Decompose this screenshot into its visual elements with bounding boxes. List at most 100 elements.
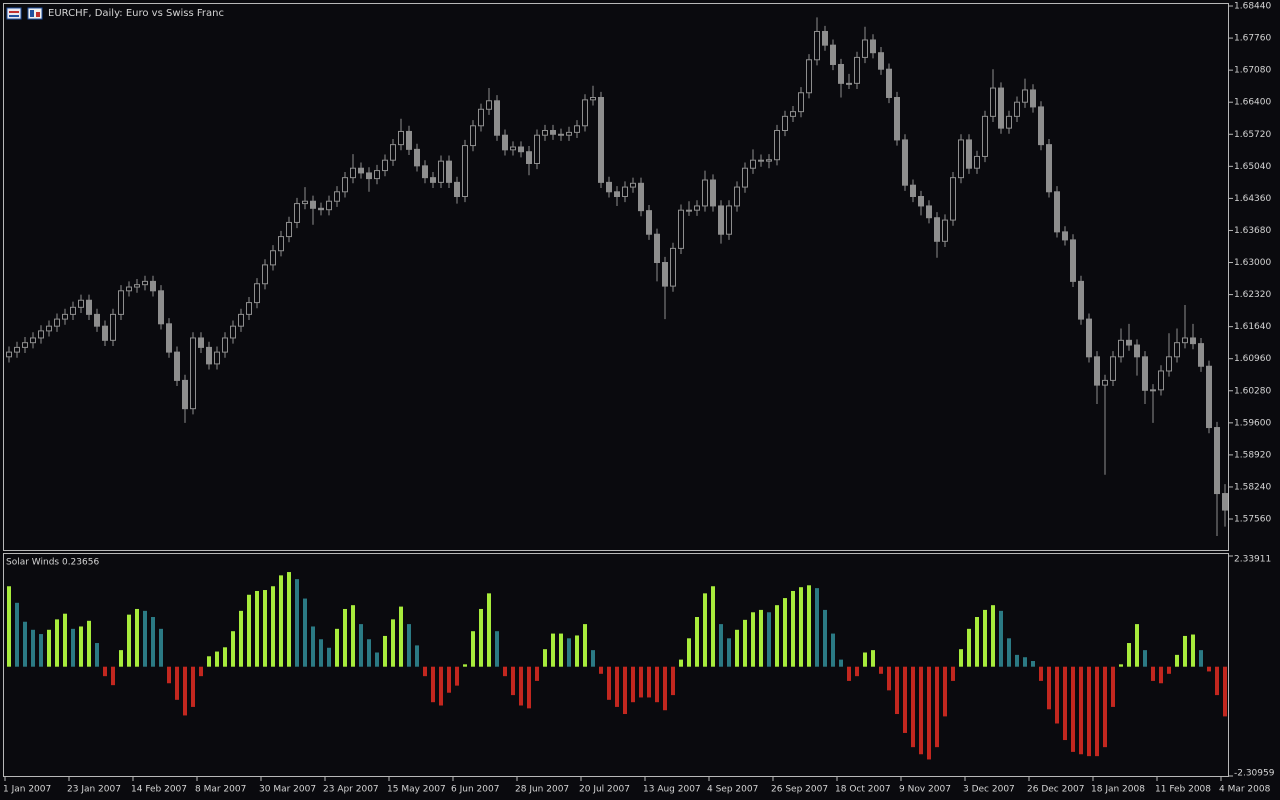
histogram-bar (1111, 666, 1115, 707)
candle-body (1190, 337, 1196, 345)
histogram-bar (471, 631, 475, 667)
candle-body (350, 167, 356, 179)
histogram-bar (703, 593, 707, 667)
candle-body (702, 179, 708, 207)
candle-body (950, 177, 956, 221)
candle-body (1046, 144, 1052, 193)
histogram-bar (231, 631, 235, 667)
candle-body (1214, 427, 1220, 495)
candle-body (894, 96, 900, 141)
histogram-bar (943, 666, 947, 717)
candle-body (438, 160, 444, 183)
histogram-bar (719, 624, 723, 667)
candle-body (110, 313, 116, 341)
y-tick-label: 1.58240 (1234, 482, 1271, 492)
histogram-bar (263, 590, 267, 667)
candle-body (878, 52, 884, 70)
histogram-bar (1015, 654, 1019, 667)
candle-body (542, 129, 548, 136)
histogram-bar (151, 617, 155, 667)
candle-body (38, 330, 44, 339)
candle-body (958, 139, 964, 179)
histogram-bar (951, 666, 955, 681)
window-icons (6, 7, 43, 20)
candle-body (1062, 231, 1068, 241)
indicator-title: Solar Winds 0.23656 (6, 558, 99, 568)
candle-body (398, 130, 404, 146)
candle-body (934, 217, 940, 242)
x-tick-label: 18 Oct 2007 (835, 785, 891, 795)
candle-body (262, 264, 268, 285)
x-tick-label: 20 Jul 2007 (579, 785, 630, 795)
candle-body (342, 177, 348, 193)
histogram-bar (567, 638, 571, 667)
candle-body (510, 146, 516, 151)
candle-body (486, 100, 492, 110)
candle-body (1126, 339, 1132, 346)
histogram-bar (183, 666, 187, 716)
histogram-bar (959, 649, 963, 667)
candle-body (1102, 379, 1108, 386)
histogram-bar (839, 659, 843, 667)
candle-body (862, 39, 868, 58)
histogram-bar (887, 666, 891, 691)
candle-body (54, 318, 60, 327)
candle-body (246, 302, 252, 315)
candle-body (662, 262, 668, 287)
candle-body (1142, 356, 1148, 391)
candle-body (830, 44, 836, 65)
histogram-bar (1047, 666, 1051, 710)
y-tick-label: 1.68440 (1234, 2, 1271, 12)
candle-body (582, 99, 588, 127)
y-tick-label: 1.65040 (1234, 162, 1271, 172)
candle-body (1086, 318, 1092, 358)
candle-body (790, 111, 796, 117)
candle-body (758, 159, 764, 162)
candle-body (982, 115, 988, 157)
x-tick-label: 28 Jun 2007 (515, 785, 569, 795)
candle-body (750, 159, 756, 169)
x-tick-label: 15 May 2007 (387, 785, 446, 795)
candle-body (254, 283, 260, 304)
candle-body (86, 299, 92, 315)
histogram-bar (159, 628, 163, 667)
histogram-bar (791, 590, 795, 667)
candle-body (70, 306, 76, 315)
candle-body (534, 134, 540, 165)
histogram-bar (127, 614, 131, 667)
histogram-bar (1095, 666, 1099, 757)
chart-title: EURCHF, Daily: Euro vs Swiss Franc (48, 8, 224, 19)
histogram-bar (415, 645, 419, 667)
candle-body (30, 337, 36, 344)
candle-body (518, 146, 524, 153)
candle-body (774, 129, 780, 161)
histogram-bar (199, 666, 203, 677)
candle-body (1014, 101, 1020, 117)
histogram-bar (711, 586, 715, 667)
candle-body (1206, 365, 1212, 429)
candle-body (1158, 370, 1164, 391)
histogram-bar (359, 624, 363, 667)
candle-body (454, 181, 460, 198)
candle-body (462, 145, 468, 198)
histogram-bar (287, 572, 291, 667)
candle-body (566, 131, 572, 136)
histogram-bar (735, 629, 739, 667)
histogram-bar (247, 594, 251, 667)
candle-body (174, 351, 180, 381)
candle-body (62, 313, 68, 320)
histogram-bar (831, 633, 835, 667)
x-tick-label: 6 Jun 2007 (451, 785, 499, 795)
candle-body (358, 167, 364, 174)
histogram-bar (63, 613, 67, 667)
candle-body (558, 133, 564, 136)
candle-body (150, 280, 156, 292)
candle-body (222, 337, 228, 353)
y-tick-label: 1.61640 (1234, 322, 1271, 332)
candle-body (1054, 191, 1060, 233)
candle-body (526, 151, 532, 165)
candle-body (926, 205, 932, 219)
x-tick-label: 11 Feb 2008 (1155, 785, 1211, 795)
histogram-bar (1151, 666, 1155, 681)
